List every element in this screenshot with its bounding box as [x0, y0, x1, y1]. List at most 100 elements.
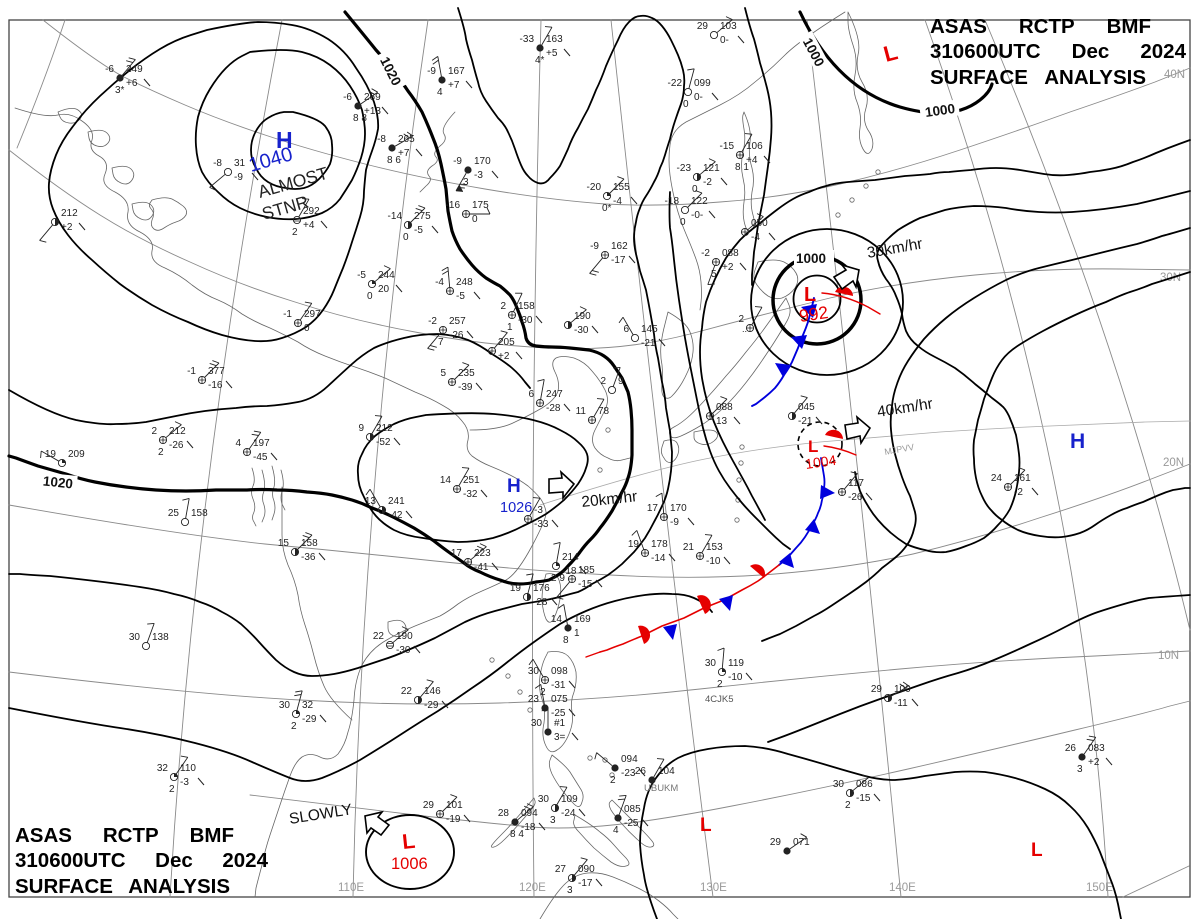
svg-text:251: 251 [463, 475, 480, 486]
svg-text:099: 099 [694, 78, 711, 89]
svg-text:249: 249 [126, 64, 143, 75]
svg-text:27: 27 [555, 864, 567, 875]
svg-text:2: 2 [151, 426, 157, 437]
svg-text:0*: 0* [602, 203, 612, 214]
svg-text:+5: +5 [546, 48, 558, 59]
svg-text:-10: -10 [728, 672, 743, 683]
svg-text:-1: -1 [187, 366, 196, 377]
svg-text:2 9: 2 9 [551, 573, 565, 584]
svg-text:-15: -15 [856, 793, 871, 804]
svg-text:L: L [881, 39, 900, 67]
svg-text:212: 212 [61, 208, 78, 219]
svg-text:22: 22 [401, 686, 413, 697]
svg-text:-41: -41 [474, 562, 489, 573]
svg-text:-2: -2 [703, 177, 712, 188]
svg-text:-23: -23 [621, 768, 636, 779]
svg-text:146: 146 [424, 686, 441, 697]
svg-text:30: 30 [833, 779, 845, 790]
svg-text:MJPVV: MJPVV [884, 442, 915, 457]
svg-text:-6: -6 [105, 64, 114, 75]
svg-text:121: 121 [703, 163, 720, 174]
svg-text:-4: -4 [435, 277, 444, 288]
svg-text:-15: -15 [720, 141, 735, 152]
svg-text:377: 377 [208, 366, 225, 377]
svg-text:265: 265 [398, 134, 415, 145]
svg-text:-39: -39 [458, 382, 473, 393]
svg-text:29: 29 [697, 21, 709, 32]
svg-text:+6: +6 [126, 78, 138, 89]
svg-text:-1: -1 [283, 309, 292, 320]
svg-text:162: 162 [611, 241, 628, 252]
svg-text:8 4: 8 4 [510, 829, 524, 840]
svg-text:138: 138 [152, 632, 169, 643]
svg-text:9: 9 [358, 423, 364, 434]
svg-text:SLOWLY: SLOWLY [288, 801, 353, 828]
svg-text:30: 30 [129, 632, 141, 643]
svg-text:9: 9 [618, 376, 624, 387]
svg-text:119: 119 [728, 658, 744, 669]
svg-text:-8: -8 [377, 134, 386, 145]
svg-text:+2: +2 [498, 351, 510, 362]
svg-text:+7: +7 [398, 148, 410, 159]
svg-text:30: 30 [531, 718, 543, 729]
svg-text:122: 122 [691, 196, 708, 207]
svg-text:1020: 1020 [377, 54, 404, 88]
svg-text:30: 30 [705, 658, 717, 669]
svg-text:094: 094 [521, 808, 538, 819]
svg-text:-8: -8 [213, 158, 222, 169]
svg-text:20km/hr: 20km/hr [581, 488, 638, 511]
svg-text:170: 170 [474, 156, 491, 167]
svg-text:40N: 40N [1164, 69, 1185, 81]
svg-text:-18: -18 [562, 566, 577, 577]
svg-text:8 1: 8 1 [735, 162, 749, 173]
svg-text:-5: -5 [414, 225, 423, 236]
svg-text:0-: 0- [694, 92, 703, 103]
svg-text:0: 0 [692, 184, 698, 195]
svg-text:-21: -21 [798, 416, 813, 427]
svg-text:32: 32 [302, 700, 314, 711]
svg-text:15: 15 [278, 538, 290, 549]
svg-text:17: 17 [647, 503, 659, 514]
svg-text:-9: -9 [590, 241, 599, 252]
svg-text:+13: +13 [364, 106, 381, 117]
svg-text:3: 3 [463, 177, 469, 188]
svg-text:-26: -26 [449, 330, 464, 341]
svg-text:6: 6 [623, 324, 629, 335]
svg-text:-6: -6 [343, 92, 352, 103]
svg-text:209: 209 [68, 449, 85, 460]
svg-text:24: 24 [991, 473, 1003, 484]
svg-text:161: 161 [1014, 473, 1031, 484]
svg-text:-36: -36 [301, 552, 316, 563]
svg-text:158: 158 [518, 301, 535, 312]
svg-text:25: 25 [168, 508, 180, 519]
svg-text:4: 4 [613, 825, 619, 836]
svg-text:13: 13 [716, 416, 728, 427]
svg-text:26: 26 [1065, 743, 1077, 754]
svg-text:-26: -26 [848, 492, 863, 503]
svg-text:L: L [700, 815, 712, 836]
svg-text:6: 6 [528, 389, 534, 400]
svg-text:0: 0 [683, 99, 689, 110]
svg-text:248: 248 [456, 277, 473, 288]
svg-text:L: L [808, 437, 818, 456]
svg-text:0: 0 [367, 291, 373, 302]
svg-text:2: 2 [610, 775, 616, 786]
svg-text:13: 13 [365, 496, 377, 507]
svg-text:11: 11 [576, 406, 587, 417]
svg-text:1006: 1006 [391, 855, 428, 873]
svg-text:-10: -10 [706, 556, 721, 567]
svg-text:-3: -3 [474, 170, 483, 181]
svg-text:244: 244 [378, 270, 395, 281]
svg-text:212: 212 [376, 423, 393, 434]
svg-text:..: .. [742, 324, 747, 334]
svg-text:088: 088 [716, 402, 733, 413]
svg-text:086: 086 [856, 779, 873, 790]
svg-text:20N: 20N [1163, 457, 1184, 469]
svg-text:-9: -9 [427, 66, 436, 77]
svg-text:29: 29 [871, 684, 883, 695]
svg-text:8 8: 8 8 [353, 113, 367, 124]
svg-text:30: 30 [538, 794, 550, 805]
svg-text:78: 78 [598, 406, 610, 417]
svg-text:104: 104 [658, 766, 675, 777]
svg-text:-14: -14 [651, 553, 666, 564]
